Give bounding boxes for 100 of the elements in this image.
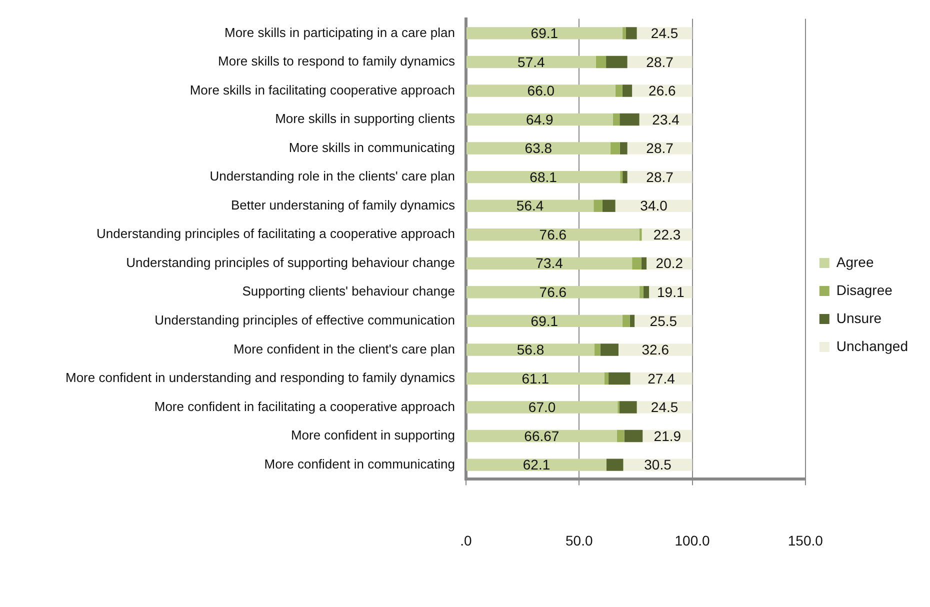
bar bbox=[466, 372, 604, 385]
bar bbox=[466, 200, 594, 212]
bar bbox=[616, 430, 624, 442]
data-label: 28.7 bbox=[646, 54, 674, 70]
x-tick-label: .0 bbox=[460, 532, 472, 548]
y-tick-label: Understanding principles of effective communication bbox=[154, 312, 455, 328]
y-tick-label: Better understaning of family dynamics bbox=[231, 197, 456, 212]
bar bbox=[600, 344, 618, 356]
data-label: 73.4 bbox=[536, 255, 564, 272]
y-tick-label: Understanding principles of supporting behaviour change bbox=[126, 254, 455, 270]
bar bbox=[604, 372, 609, 385]
data-label: 69.1 bbox=[530, 312, 558, 329]
data-label: 25.5 bbox=[650, 312, 678, 329]
y-tick-label: More skills to respond to family dynamics bbox=[218, 54, 456, 69]
bar bbox=[466, 170, 620, 184]
y-tick-label: More confident in communicating bbox=[264, 456, 455, 472]
data-label: 62.1 bbox=[522, 456, 550, 473]
bar bbox=[622, 314, 630, 328]
bar bbox=[610, 142, 620, 154]
y-tick-label: More skills in facilitating cooperative approach bbox=[190, 82, 455, 98]
data-label: 20.2 bbox=[656, 255, 684, 272]
legend-label: Unchanged bbox=[836, 338, 908, 354]
legend-label: Unsure bbox=[836, 310, 882, 326]
data-label: 30.5 bbox=[644, 456, 672, 473]
y-tick-label: More confident in understanding and responding to family dynamics bbox=[65, 370, 456, 386]
bar bbox=[620, 113, 640, 126]
bar bbox=[639, 286, 644, 298]
bar bbox=[630, 314, 635, 328]
bar bbox=[466, 286, 640, 298]
data-label: 57.4 bbox=[518, 54, 546, 70]
bar bbox=[466, 56, 596, 68]
bar bbox=[608, 372, 630, 385]
data-label: 24.5 bbox=[650, 399, 678, 416]
bar bbox=[466, 314, 622, 328]
bar bbox=[466, 458, 607, 471]
bar bbox=[622, 27, 626, 40]
bar bbox=[466, 430, 617, 442]
bar bbox=[594, 344, 600, 356]
x-tick-label: 150.0 bbox=[788, 532, 824, 548]
bar bbox=[466, 84, 616, 97]
data-label: 76.6 bbox=[539, 226, 567, 242]
bar bbox=[626, 27, 637, 40]
y-tick-label: Understanding principles of facilitating a cooperative approach bbox=[96, 226, 455, 242]
y-tick-label: More confident in the client's care plan bbox=[234, 341, 455, 356]
y-tick-label: More skills in supporting clients bbox=[275, 111, 456, 126]
bar bbox=[622, 84, 632, 97]
data-label: 22.3 bbox=[653, 226, 681, 242]
legend-label: Disagree bbox=[836, 282, 893, 298]
bar bbox=[624, 430, 643, 442]
bar bbox=[466, 142, 610, 154]
y-tick-label: More confident in facilitating a cooperative approach bbox=[154, 398, 455, 414]
data-label: 26.6 bbox=[648, 82, 676, 99]
bar bbox=[466, 27, 622, 40]
bar bbox=[612, 113, 620, 126]
data-label: 34.0 bbox=[640, 198, 668, 214]
y-tick-label: More skills in participating in a care plan bbox=[224, 24, 455, 40]
bar bbox=[620, 142, 628, 154]
data-label: 76.6 bbox=[539, 284, 567, 300]
bar bbox=[615, 84, 622, 97]
bar bbox=[632, 257, 642, 270]
data-label: 56.8 bbox=[516, 342, 544, 358]
bar bbox=[466, 228, 640, 241]
y-tick-label: More confident in supporting bbox=[290, 428, 455, 443]
data-label: 28.7 bbox=[646, 140, 674, 156]
bar bbox=[596, 56, 606, 68]
data-label: 63.8 bbox=[524, 140, 552, 156]
bar bbox=[615, 200, 692, 212]
data-label: 66.0 bbox=[527, 82, 555, 99]
bar bbox=[639, 228, 642, 241]
data-label: 69.1 bbox=[530, 25, 558, 42]
data-label: 67.0 bbox=[528, 399, 556, 416]
bar bbox=[643, 286, 650, 298]
bar bbox=[606, 56, 628, 68]
bar bbox=[602, 200, 616, 212]
bar bbox=[641, 257, 647, 270]
x-tick-label: 100.0 bbox=[674, 532, 710, 548]
y-tick-label: Supporting clients' behaviour change bbox=[242, 284, 455, 299]
data-label: 68.1 bbox=[530, 168, 558, 185]
y-tick-label: More skills in communicating bbox=[288, 140, 455, 155]
bar bbox=[622, 170, 628, 184]
bar bbox=[466, 401, 618, 414]
data-label: 27.4 bbox=[648, 370, 676, 386]
data-label: 56.4 bbox=[516, 198, 544, 214]
data-label: 19.1 bbox=[657, 284, 684, 300]
legend-label: Agree bbox=[836, 254, 874, 270]
data-label: 23.4 bbox=[652, 111, 680, 128]
bar bbox=[619, 401, 637, 414]
data-label: 61.1 bbox=[522, 370, 550, 386]
y-tick-label: Understanding role in the clients' care plan bbox=[210, 168, 455, 184]
bar bbox=[466, 257, 632, 270]
x-tick-label: 50.0 bbox=[566, 532, 593, 548]
bar bbox=[618, 344, 692, 356]
bar bbox=[606, 458, 624, 471]
data-label: 32.6 bbox=[642, 342, 670, 358]
bar bbox=[466, 344, 595, 356]
bar bbox=[466, 113, 613, 126]
data-label: 21.9 bbox=[654, 428, 682, 444]
data-label: 66.67 bbox=[524, 428, 560, 444]
bar bbox=[620, 170, 623, 184]
data-label: 64.9 bbox=[526, 111, 554, 128]
